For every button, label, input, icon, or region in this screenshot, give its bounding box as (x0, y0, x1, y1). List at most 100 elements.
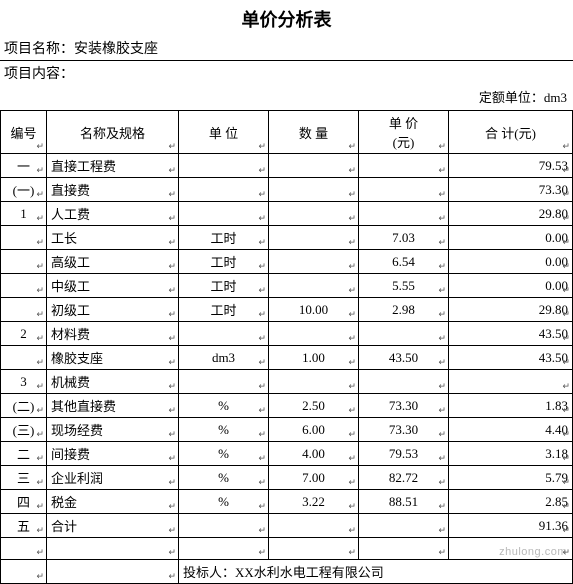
table-row: 二↵间接费↵%↵4.00↵79.53↵3.18↵ (1, 442, 573, 466)
enter-icon: ↵ (168, 381, 176, 392)
enter-icon: ↵ (438, 189, 446, 200)
enter-icon: ↵ (438, 333, 446, 344)
table-row: 3↵机械费↵↵↵↵↵ (1, 370, 573, 394)
table-row: (一)↵直接费↵↵↵↵73.30↵ (1, 178, 573, 202)
enter-icon: ↵ (258, 477, 266, 488)
table-row: 1↵人工费↵↵↵↵29.80↵ (1, 202, 573, 226)
enter-icon: ↵ (438, 501, 446, 512)
cell-qty: ↵ (269, 250, 359, 274)
cell-no: (三)↵ (1, 418, 47, 442)
enter-icon: ↵ (168, 405, 176, 416)
cell-name: 直接费↵ (47, 178, 179, 202)
cell-total: 43.50↵ (449, 322, 573, 346)
enter-icon: ↵ (258, 261, 266, 272)
enter-icon: ↵ (562, 357, 570, 368)
cell-total: 43.50↵ (449, 346, 573, 370)
cell-no: 二↵ (1, 442, 47, 466)
cell-total: 0.00↵ (449, 226, 573, 250)
enter-icon: ↵ (36, 477, 44, 488)
col-name: 名称及规格↵ (47, 111, 179, 154)
enter-icon: ↵ (348, 213, 356, 224)
page-title: 单价分析表 (0, 0, 573, 36)
col-qty: 数 量↵ (269, 111, 359, 154)
enter-icon: ↵ (36, 357, 44, 368)
enter-icon: ↵ (168, 285, 176, 296)
enter-icon: ↵ (36, 165, 44, 176)
enter-icon: ↵ (36, 405, 44, 416)
enter-icon: ↵ (562, 453, 570, 464)
enter-icon: ↵ (168, 189, 176, 200)
project-value: 安装橡胶支座 (74, 38, 158, 58)
cell-unit: %↵ (179, 442, 269, 466)
cell-price: 79.53↵ (359, 442, 449, 466)
cell-total: 4.40↵ (449, 418, 573, 442)
enter-icon: ↵ (438, 477, 446, 488)
enter-icon: ↵ (36, 525, 44, 536)
col-total: 合 计(元)↵ (449, 111, 573, 154)
enter-icon: ↵ (258, 189, 266, 200)
enter-icon: ↵ (348, 261, 356, 272)
enter-icon: ↵ (438, 381, 446, 392)
cell-qty: 10.00↵ (269, 298, 359, 322)
enter-icon: ↵ (348, 381, 356, 392)
table-row: ↵高级工↵工时↵↵6.54↵0.00↵ (1, 250, 573, 274)
cell-price: 43.50↵ (359, 346, 449, 370)
enter-icon: ↵ (36, 381, 44, 392)
enter-icon: ↵ (36, 429, 44, 440)
cell-price: ↵ (359, 514, 449, 538)
table-row: 一↵直接工程费↵↵↵↵79.53↵ (1, 154, 573, 178)
cell-total: 3.18↵ (449, 442, 573, 466)
cell-unit: %↵ (179, 394, 269, 418)
enter-icon: ↵ (258, 381, 266, 392)
bidder-label: 投标人： (183, 565, 235, 580)
col-no: 编号↵ (1, 111, 47, 154)
cell-total: 0.00↵ (449, 274, 573, 298)
cell-name: 材料费↵ (47, 322, 179, 346)
cell-unit: ↵ (179, 370, 269, 394)
cell-price: ↵ (359, 154, 449, 178)
cell-price: 2.98↵ (359, 298, 449, 322)
enter-icon: ↵ (168, 333, 176, 344)
enter-icon: ↵ (36, 501, 44, 512)
cell-qty: ↵ (269, 154, 359, 178)
cell-qty: 4.00↵ (269, 442, 359, 466)
table-row: 三↵企业利润↵%↵7.00↵82.72↵5.79↵ (1, 466, 573, 490)
enter-icon: ↵ (348, 453, 356, 464)
table-header-row: 编号↵ 名称及规格↵ 单 位↵ 数 量↵ 单 价(元)↵ 合 计(元)↵ (1, 111, 573, 154)
enter-icon: ↵ (348, 165, 356, 176)
enter-icon: ↵ (562, 429, 570, 440)
enter-icon: ↵ (562, 141, 570, 152)
cell-total: 5.79↵ (449, 466, 573, 490)
unit-value: dm3 (544, 90, 567, 105)
cell-price: ↵ (359, 322, 449, 346)
cell-qty: ↵ (269, 370, 359, 394)
cell-no: 四↵ (1, 490, 47, 514)
cell-price: 82.72↵ (359, 466, 449, 490)
enter-icon: ↵ (438, 525, 446, 536)
enter-icon: ↵ (348, 141, 356, 152)
enter-icon: ↵ (258, 525, 266, 536)
cell-unit: ↵ (179, 202, 269, 226)
enter-icon: ↵ (348, 429, 356, 440)
cell-qty: ↵ (269, 178, 359, 202)
enter-icon: ↵ (168, 477, 176, 488)
enter-icon: ↵ (562, 165, 570, 176)
enter-icon: ↵ (562, 477, 570, 488)
unit-label: 定额单位： (479, 90, 544, 105)
cell-unit: 工时↵ (179, 250, 269, 274)
cell-no: ↵ (1, 274, 47, 298)
enter-icon: ↵ (438, 237, 446, 248)
cell-unit: 工时↵ (179, 226, 269, 250)
enter-icon: ↵ (36, 141, 44, 152)
enter-icon: ↵ (348, 189, 356, 200)
cell-name: 初级工↵ (47, 298, 179, 322)
enter-icon: ↵ (438, 453, 446, 464)
enter-icon: ↵ (438, 405, 446, 416)
enter-icon: ↵ (562, 381, 570, 392)
table-row: ↵工长↵工时↵↵7.03↵0.00↵ (1, 226, 573, 250)
cell-qty: 1.00↵ (269, 346, 359, 370)
col-price: 单 价(元)↵ (359, 111, 449, 154)
enter-icon: ↵ (168, 357, 176, 368)
cell-total: ↵ (449, 370, 573, 394)
enter-icon: ↵ (168, 309, 176, 320)
